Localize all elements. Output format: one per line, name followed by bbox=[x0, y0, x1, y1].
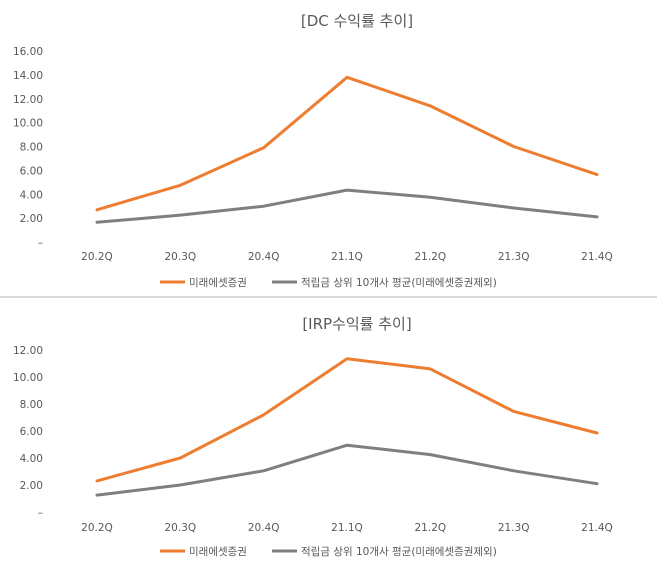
x-tick-label: 21.1Q bbox=[331, 251, 363, 263]
x-tick-label: 21.4Q bbox=[581, 522, 613, 534]
y-tick-label: – bbox=[38, 237, 43, 249]
y-tick-label: 10.00 bbox=[13, 118, 43, 130]
chart-title: [IRP수익률 추이] bbox=[302, 315, 411, 333]
dc-return-chart: [DC 수익률 추이] – 2.00 4.00 6.00 8.00 10.00 12.00 14… bbox=[13, 12, 613, 289]
y-tick-label: 4.00 bbox=[20, 453, 43, 465]
y-tick-label: 8.00 bbox=[20, 142, 43, 154]
x-tick-label: 21.2Q bbox=[415, 251, 447, 263]
x-tick-label: 21.2Q bbox=[415, 522, 447, 534]
series-line-top10-average bbox=[95, 443, 599, 497]
series-line-mirae-asset bbox=[95, 357, 599, 483]
x-tick-label: 21.4Q bbox=[581, 251, 613, 263]
chart-divider bbox=[0, 296, 657, 298]
x-tick-label: 20.2Q bbox=[81, 251, 113, 263]
y-tick-label: 6.00 bbox=[20, 426, 43, 438]
y-tick-label: 14.00 bbox=[13, 70, 43, 82]
y-tick-label: 12.00 bbox=[13, 94, 43, 106]
legend-label: 미래에셋증권 bbox=[189, 546, 247, 558]
y-tick-label: 2.00 bbox=[20, 213, 43, 225]
x-tick-label: 20.3Q bbox=[165, 251, 197, 263]
irp-chart-svg: [IRP수익률 추이] – 2.00 4.00 6.00 8.00 10.00 12.00 20… bbox=[13, 315, 613, 558]
dc-chart-svg: [DC 수익률 추이] – 2.00 4.00 6.00 8.00 10.00 12.00 14… bbox=[13, 12, 613, 289]
series-line-mirae-asset bbox=[95, 75, 599, 212]
legend-label: 적립금 상위 10개사 평균(미래에셋증권제외) bbox=[301, 545, 497, 558]
irp-return-chart: [IRP수익률 추이] – 2.00 4.00 6.00 8.00 10.00 12.00 20… bbox=[0, 298, 657, 569]
y-tick-label: – bbox=[38, 507, 43, 519]
y-tick-label: 10.00 bbox=[13, 372, 43, 384]
series-line-top10-average bbox=[95, 188, 599, 224]
y-tick-label: 16.00 bbox=[13, 46, 43, 58]
chart-title: [DC 수익률 추이] bbox=[301, 12, 413, 30]
y-tick-label: 2.00 bbox=[20, 480, 43, 492]
x-tick-label: 20.4Q bbox=[248, 251, 280, 263]
x-tick-label: 21.1Q bbox=[331, 522, 363, 534]
y-tick-label: 6.00 bbox=[20, 165, 43, 177]
y-tick-label: 4.00 bbox=[20, 189, 43, 201]
y-tick-label: 8.00 bbox=[20, 399, 43, 411]
x-tick-label: 21.3Q bbox=[498, 251, 530, 263]
legend-label: 미래에셋증권 bbox=[189, 277, 247, 289]
y-tick-label: 12.00 bbox=[13, 345, 43, 357]
x-tick-label: 20.4Q bbox=[248, 522, 280, 534]
x-tick-label: 20.2Q bbox=[81, 522, 113, 534]
x-tick-label: 20.3Q bbox=[165, 522, 197, 534]
x-tick-label: 21.3Q bbox=[498, 522, 530, 534]
legend-label: 적립금 상위 10개사 평균(미래에셋증권제외) bbox=[301, 276, 497, 289]
